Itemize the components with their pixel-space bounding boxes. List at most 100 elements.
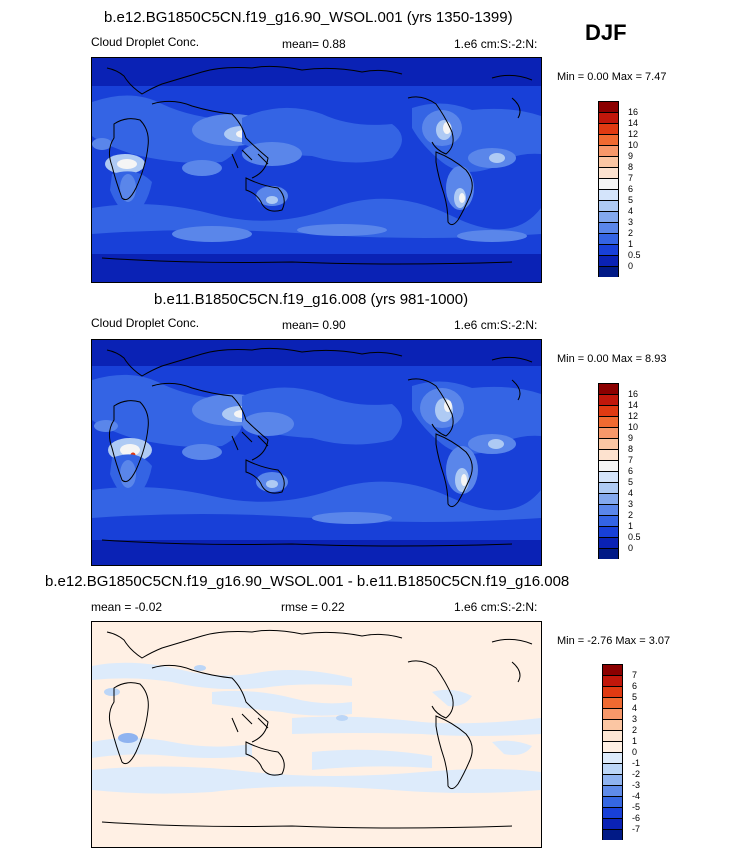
panel-2-colorbar-swatch	[598, 548, 619, 559]
panel-3-colorbar-label: -4	[632, 791, 641, 801]
panel-2-map-svg	[92, 340, 541, 565]
panel-1-colorbar-swatch	[598, 156, 619, 167]
panel-3-colorbar-label: 3	[632, 714, 638, 724]
panel-1-colorbar-swatch	[598, 244, 619, 255]
panel-2-colorbar-label: 4	[628, 488, 634, 498]
panel-3-minmax: Min = -2.76 Max = 3.07	[557, 635, 671, 647]
panel-3-colorbar-swatch	[602, 818, 623, 829]
panel-1-colorbar-label: 14	[628, 118, 639, 128]
panel-3-colorbar-swatch	[602, 719, 623, 730]
panel-2-colorbar-swatch	[598, 504, 619, 515]
panel-3-colorbar-swatch	[602, 774, 623, 785]
panel-3-colorbar-swatch	[602, 697, 623, 708]
panel-1-colorbar-swatch	[598, 101, 619, 112]
panel-1-colorbar-swatch	[598, 266, 619, 277]
panel-2-colorbar-swatch	[598, 427, 619, 438]
panel-1-colorbar-swatch	[598, 233, 619, 244]
panel-3-colorbar-label: -2	[632, 769, 641, 779]
panel-2-colorbar-swatch	[598, 537, 619, 548]
panel-3-colorbar-label: 5	[632, 692, 638, 702]
panel-1-colorbar-label: 2	[628, 228, 634, 238]
panel-1-colorbar-swatch	[598, 134, 619, 145]
panel-3-title: b.e12.BG1850C5CN.f19_g16.90_WSOL.001 - b…	[45, 573, 570, 590]
panel-3-mean-label: mean = -0.02	[91, 600, 163, 614]
panel-1-minmax: Min = 0.00 Max = 7.47	[557, 71, 667, 83]
panel-3-colorbar-label: -5	[632, 802, 641, 812]
panel-3-colorbar: 7 6 5 4 3 2 1 0 -1 -2 -3 -4 -5 -6 -7	[602, 664, 640, 840]
panel-1-mean-label: mean= 0.88	[282, 37, 346, 51]
panel-1-units-label: 1.e6 cm:S:-2:N:	[454, 37, 538, 51]
panel-2-colorbar-swatch	[598, 526, 619, 537]
panel-3-colorbar-swatch	[602, 796, 623, 807]
panel-2-colorbar-swatch	[598, 482, 619, 493]
panel-1-map	[91, 57, 542, 283]
panel-1-colorbar-label: 16	[628, 107, 639, 117]
panel-2-variable-label: Cloud Droplet Conc.	[91, 316, 200, 330]
panel-3-colorbar-label: 4	[632, 703, 638, 713]
panel-2-colorbar-label: 1	[628, 521, 634, 531]
panel-1-colorbar-label: 5	[628, 195, 634, 205]
panel-1-colorbar-label: 8	[628, 162, 634, 172]
panel-3-colorbar-swatch	[602, 664, 623, 675]
panel-1-colorbar-label: 9	[628, 151, 634, 161]
panel-3-colorbar-swatch	[602, 807, 623, 818]
panel-2-colorbar-label: 9	[628, 433, 634, 443]
panel-2-colorbar-label: 12	[628, 411, 639, 421]
panel-1-variable-label: Cloud Droplet Conc.	[91, 35, 200, 49]
panel-2-colorbar-label: 14	[628, 400, 639, 410]
panel-1-colorbar-label: 3	[628, 217, 634, 227]
panel-3-colorbar-swatch	[602, 686, 623, 697]
panel-1-colorbar-swatch	[598, 112, 619, 123]
panel-1-colorbar-label: 12	[628, 129, 639, 139]
panel-1-colorbar: 16 14 12 10 9 8 7 6 5 4 3 2 1 0.5 0	[598, 101, 641, 277]
panel-3-colorbar-label: 6	[632, 681, 638, 691]
panel-3-units-label: 1.e6 cm:S:-2:N:	[454, 600, 538, 614]
panel-1-colorbar-swatch	[598, 178, 619, 189]
panel-2-colorbar-swatch	[598, 460, 619, 471]
panel-2-colorbar-label: 10	[628, 422, 639, 432]
panel-1-colorbar-label: 10	[628, 140, 639, 150]
panel-1-colorbar-swatch	[598, 189, 619, 200]
panel-3-colorbar-label: -1	[632, 758, 641, 768]
panel-1-map-svg	[92, 58, 541, 282]
panel-2-colorbar-label: 5	[628, 477, 634, 487]
panel-2-minmax: Min = 0.00 Max = 8.93	[557, 353, 667, 365]
panel-3-colorbar-swatch	[602, 829, 623, 840]
panel-1-colorbar-swatch	[598, 167, 619, 178]
panel-2-map	[91, 339, 542, 566]
panel-1-colorbar-swatch	[598, 200, 619, 211]
panel-1-colorbar-label: 7	[628, 173, 634, 183]
panel-2-colorbar-swatch	[598, 394, 619, 405]
panel-3-colorbar-label: 1	[632, 736, 638, 746]
panel-3-colorbar-swatch	[602, 708, 623, 719]
panel-2-colorbar-swatch	[598, 438, 619, 449]
panel-2-colorbar-label: 2	[628, 510, 634, 520]
panel-1-colorbar-swatch	[598, 255, 619, 266]
panel-1-colorbar-label: 0.5	[628, 250, 641, 260]
panel-3-colorbar-label: 7	[632, 670, 638, 680]
panel-2-colorbar-label: 3	[628, 499, 634, 509]
panel-1-colorbar-swatch	[598, 222, 619, 233]
panel-2-title: b.e11.B1850C5CN.f19_g16.008 (yrs 981-100…	[154, 291, 469, 308]
panel-3-colorbar-label: -7	[632, 824, 641, 834]
panel-2-colorbar-label: 7	[628, 455, 634, 465]
panel-2-colorbar-label: 6	[628, 466, 634, 476]
panel-3-colorbar-label: -3	[632, 780, 641, 790]
panel-2-colorbar-swatch	[598, 416, 619, 427]
panel-2-colorbar-swatch	[598, 405, 619, 416]
panel-2-colorbar-swatch	[598, 383, 619, 394]
panel-2-colorbar: 16 14 12 10 9 8 7 6 5 4 3 2 1 0.5 0	[598, 383, 641, 559]
panel-2-colorbar-label: 8	[628, 444, 634, 454]
panel-3-colorbar-swatch	[602, 675, 623, 686]
panel-3-colorbar-swatch	[602, 763, 623, 774]
panel-2-colorbar-label: 16	[628, 389, 639, 399]
panel-1-colorbar-swatch	[598, 211, 619, 222]
panel-3-colorbar-swatch	[602, 752, 623, 763]
panel-1-colorbar-swatch	[598, 123, 619, 134]
season-label: DJF	[585, 20, 627, 45]
panel-2-colorbar-swatch	[598, 515, 619, 526]
panel-2-colorbar-label: 0.5	[628, 532, 641, 542]
panel-2-colorbar-label: 0	[628, 543, 634, 553]
panel-1-colorbar-label: 6	[628, 184, 634, 194]
panel-3-colorbar-label: -6	[632, 813, 641, 823]
